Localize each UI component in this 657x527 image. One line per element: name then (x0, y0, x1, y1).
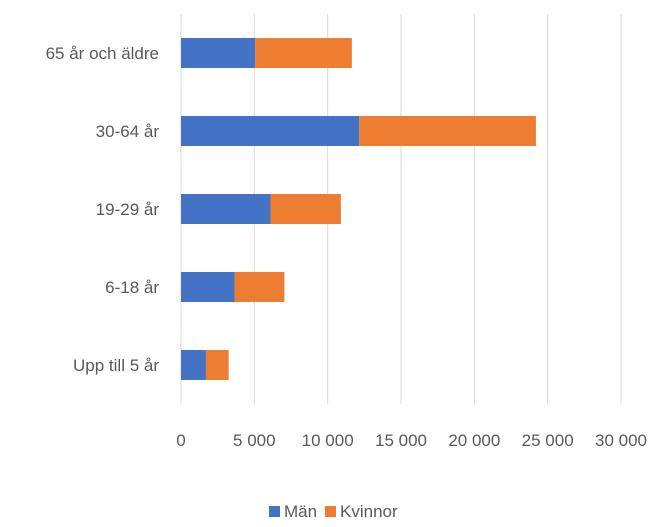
bar-man (181, 194, 271, 224)
category-label: 6-18 år (105, 278, 159, 297)
bar-man (181, 116, 360, 146)
bar-kvinnor (205, 350, 229, 380)
bar-kvinnor (359, 116, 536, 146)
legend-swatch (269, 506, 280, 517)
bar-man (181, 350, 206, 380)
x-tick-label: 20 000 (448, 431, 500, 450)
legend-label: Kvinnor (340, 502, 398, 521)
legend-swatch (325, 506, 336, 517)
category-label: 19-29 år (96, 200, 160, 219)
category-labels: 65 år och äldre 30-64 år 19-29 år 6-18 år Up… (46, 44, 160, 375)
category-label: 30-64 år (96, 122, 160, 141)
bars (181, 38, 536, 380)
x-tick-label: 25 000 (522, 431, 574, 450)
bar-kvinnor (255, 38, 352, 68)
x-tick-label: 5 000 (233, 431, 276, 450)
legend: Män Kvinnor (269, 502, 398, 521)
category-label: Upp till 5 år (73, 356, 159, 375)
bar-kvinnor (234, 272, 285, 302)
bar-kvinnor (270, 194, 341, 224)
x-tick-labels: 0 5 000 10 000 15 000 20 000 25 000 30 000 (176, 431, 647, 450)
x-tick-label: 15 000 (375, 431, 427, 450)
x-tick-label: 30 000 (595, 431, 647, 450)
bar-man (181, 38, 256, 68)
category-label: 65 år och äldre (46, 44, 159, 63)
legend-label: Män (284, 502, 317, 521)
x-tick-label: 10 000 (302, 431, 354, 450)
bar-man (181, 272, 235, 302)
x-tick-label: 0 (176, 431, 185, 450)
